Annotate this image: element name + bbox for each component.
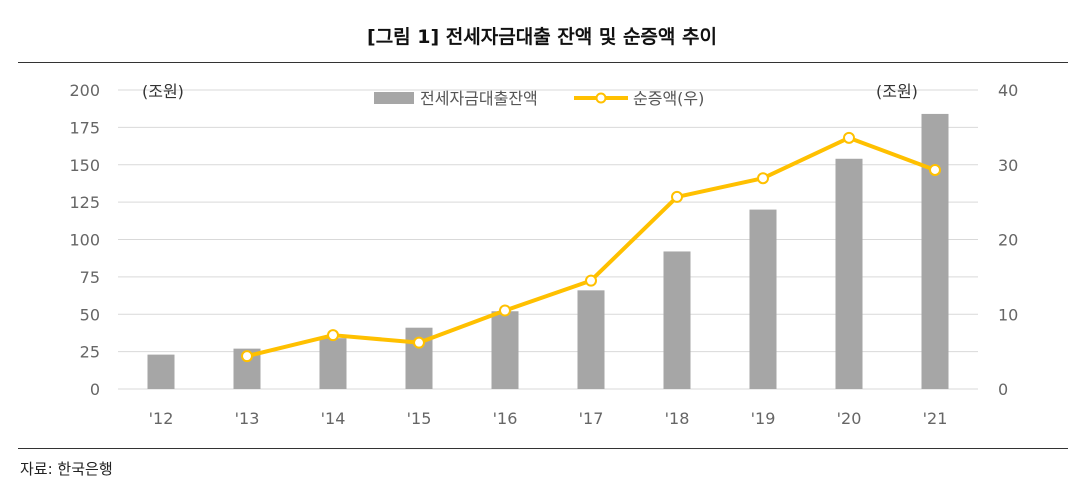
x-axis-tick-label: '15 xyxy=(407,409,432,428)
line-point xyxy=(671,190,683,203)
legend: 전세자금대출잔액 순증액(우) xyxy=(374,89,704,108)
top-rule xyxy=(18,62,1068,63)
line-point xyxy=(757,172,769,185)
line-point xyxy=(843,131,855,144)
x-axis-tick-label: '17 xyxy=(579,409,604,428)
x-axis-tick-label: '18 xyxy=(665,409,690,428)
right-axis-unit: (조원) xyxy=(876,82,918,101)
left-axis-tick-label: 200 xyxy=(69,81,100,100)
line-point xyxy=(413,336,425,349)
bar xyxy=(577,290,605,389)
line-point xyxy=(241,350,253,363)
left-axis-tick-label: 75 xyxy=(80,268,100,287)
right-axis-tick-label: 0 xyxy=(998,380,1008,399)
legend-bar-label: 전세자금대출잔액 xyxy=(420,89,538,108)
x-axis-ticks: '12 '13 '14 '15 '16 '17 '18 '19 '20 '21 xyxy=(149,409,948,428)
right-axis-ticks: 0 10 20 30 40 xyxy=(998,81,1018,399)
x-axis-tick-label: '16 xyxy=(493,409,518,428)
x-axis-tick-label: '20 xyxy=(837,409,862,428)
source-note: 자료: 한국은행 xyxy=(20,460,113,478)
x-axis-tick-label: '13 xyxy=(235,409,260,428)
left-axis-tick-label: 125 xyxy=(69,193,100,212)
line-point xyxy=(327,329,339,342)
left-axis-tick-label: 100 xyxy=(69,231,100,250)
bar-series xyxy=(147,113,949,390)
right-axis-tick-label: 30 xyxy=(998,156,1018,175)
bar xyxy=(147,354,175,389)
bottom-rule xyxy=(18,448,1068,449)
left-axis-unit: (조원) xyxy=(142,82,184,101)
line-point xyxy=(585,274,597,287)
legend-line-label: 순증액(우) xyxy=(633,89,704,108)
legend-bar-swatch xyxy=(374,92,414,104)
line-point xyxy=(929,163,941,176)
x-axis-tick-label: '14 xyxy=(321,409,346,428)
x-axis-tick-label: '19 xyxy=(751,409,776,428)
bar xyxy=(319,338,347,389)
left-axis-tick-label: 25 xyxy=(80,343,100,362)
bar xyxy=(835,158,863,389)
right-axis-tick-label: 40 xyxy=(998,81,1018,100)
left-axis-tick-label: 175 xyxy=(69,118,100,137)
chart-title: [그림 1] 전세자금대출 잔액 및 순증액 추이 xyxy=(367,26,717,48)
x-axis-tick-label: '21 xyxy=(923,409,948,428)
line-point xyxy=(499,304,511,317)
legend-line-marker xyxy=(595,92,607,104)
left-axis-tick-label: 150 xyxy=(69,156,100,175)
bar xyxy=(749,209,777,389)
left-axis-tick-label: 50 xyxy=(80,305,100,324)
right-axis-tick-label: 10 xyxy=(998,305,1018,324)
left-axis-ticks: 0 25 50 75 100 125 150 175 200 xyxy=(69,81,100,399)
right-axis-tick-label: 20 xyxy=(998,231,1018,250)
x-axis-tick-label: '12 xyxy=(149,409,174,428)
bar xyxy=(921,113,949,390)
bar xyxy=(663,251,691,389)
left-axis-tick-label: 0 xyxy=(90,380,100,399)
bar xyxy=(491,311,519,389)
line-series xyxy=(241,131,941,363)
